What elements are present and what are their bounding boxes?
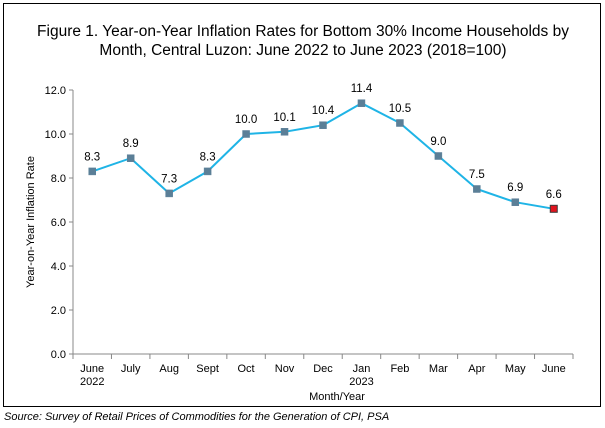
y-tick-label: 2.0	[51, 305, 66, 317]
data-label: 9.0	[430, 136, 446, 148]
x-tick-label: Mar	[429, 363, 448, 375]
data-point-marker	[319, 121, 327, 129]
x-tick-label: Apr	[468, 363, 485, 375]
y-tick-label: 10.0	[45, 129, 66, 141]
x-tick-label: Dec	[313, 363, 333, 375]
source-note: Source: Survey of Retail Prices of Commo…	[4, 411, 390, 423]
data-point-marker	[242, 130, 250, 138]
x-tick-label: Feb	[390, 363, 409, 375]
x-tick-label: Jan	[353, 363, 371, 375]
data-label: 10.1	[273, 112, 295, 124]
y-tick-label: 0.0	[51, 349, 66, 361]
data-label: 8.9	[123, 138, 139, 150]
x-axis-title: Month/Year	[309, 391, 365, 403]
x-tick-label: Oct	[238, 363, 255, 375]
data-point-marker	[396, 119, 404, 127]
x-tick-label: June	[542, 363, 566, 375]
x-tick-label: Sept	[196, 363, 219, 375]
data-label: 10.4	[312, 105, 335, 117]
data-point-marker	[203, 167, 212, 176]
chart-title: Figure 1. Year-on-Year Inflation Rates f…	[4, 22, 602, 60]
data-label: 11.4	[351, 83, 373, 95]
chart-title-line-1: Figure 1. Year-on-Year Inflation Rates f…	[37, 23, 569, 40]
data-label: 10.5	[389, 103, 411, 115]
y-tick-label: 12.0	[45, 85, 66, 97]
x-tick-label: July	[121, 363, 141, 375]
y-tick-label: 4.0	[51, 261, 66, 273]
data-point-marker	[434, 152, 443, 160]
data-label: 7.3	[161, 173, 177, 185]
data-point-marker	[165, 189, 173, 198]
x-tick-year-label: 2023	[349, 376, 373, 388]
x-tick-label: Nov	[275, 363, 295, 375]
data-point-marker	[357, 99, 366, 107]
y-tick-label: 8.0	[51, 173, 66, 185]
y-axis-title: Year-on-Year Inflation Rate	[25, 156, 37, 288]
data-point-marker	[88, 167, 96, 176]
y-tick-label: 6.0	[51, 217, 66, 229]
x-tick-label: June	[80, 363, 104, 375]
data-point-marker	[126, 154, 135, 162]
x-tick-year-label: 2022	[80, 376, 104, 388]
chart-frame: Figure 1. Year-on-Year Inflation Rates f…	[3, 3, 601, 407]
data-label: 6.9	[507, 182, 523, 194]
data-label: 8.3	[200, 151, 216, 163]
data-label: 8.3	[84, 151, 100, 163]
data-point-marker	[511, 198, 520, 206]
data-point-marker	[549, 204, 558, 213]
data-label: 7.5	[469, 169, 485, 181]
x-tick-label: Aug	[159, 363, 179, 375]
data-label: 6.6	[546, 189, 562, 201]
data-point-marker	[473, 185, 481, 193]
data-label: 10.0	[235, 114, 257, 126]
data-point-marker	[280, 128, 289, 136]
x-tick-label: May	[505, 363, 526, 375]
chart-title-line-2: Month, Central Luzon: June 2022 to June …	[99, 42, 507, 59]
series-line	[91, 102, 554, 210]
